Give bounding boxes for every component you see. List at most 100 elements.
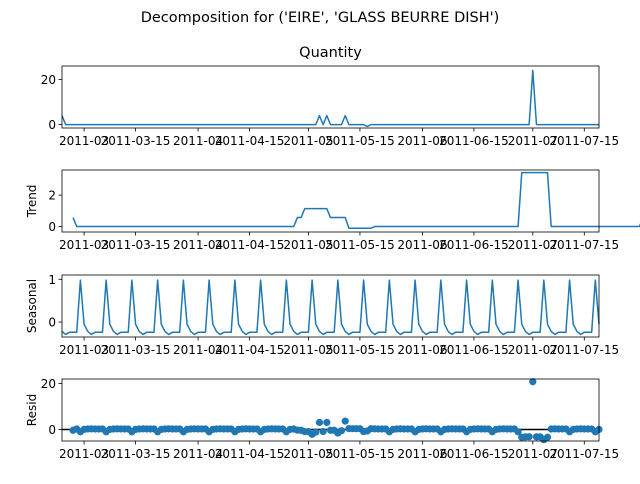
trend-xtick: 2011-07 [508,232,558,252]
observed-line [61,69,599,128]
observed-xtick: 2011-07-15 [549,128,619,148]
observed-xtick: 2011-04 [173,128,223,148]
trend-ytick: 2 [48,189,62,203]
trend-xtick: 2011-05-15 [325,232,395,252]
resid-xtick: 2011-06 [397,441,448,461]
trend-xtick: 2011-07-15 [549,232,619,252]
trend-xtick-label: 2011-03-15 [101,238,171,252]
observed-xtick: 2011-05-15 [325,128,395,148]
trend-xtick-label: 2011-04 [173,238,223,252]
resid-xtick-label: 2011-07 [508,447,558,461]
seasonal-xtick: 2011-07 [508,337,558,357]
resid-point [315,418,324,427]
seasonal-ytick: 1 [48,273,62,287]
trend-xtick-label: 2011-04-15 [215,238,285,252]
resid-xtick-label: 2011-05-15 [325,447,395,461]
seasonal-ylabel: Seasonal [25,279,39,333]
observed-xtick: 2011-06 [397,128,448,148]
resid-point [323,418,331,426]
observed-xtick: 2011-03 [59,128,109,148]
seasonal-xtick-label: 2011-05 [283,343,333,357]
trend-xtick-label: 2011-06 [397,238,447,252]
resid-point [312,428,320,436]
seasonal-xtick: 2011-05-15 [325,337,395,357]
resid-xtick: 2011-06-15 [439,441,509,461]
resid-point [341,417,349,425]
seasonal-xtick: 2011-04 [173,337,223,357]
seasonal-xtick-label: 2011-04 [173,343,223,357]
observed-axes-frame [61,65,600,129]
seasonal-line [61,279,600,336]
trend-xtick: 2011-06 [397,232,448,252]
resid-xtick: 2011-03 [59,441,109,461]
seasonal-xtick-label: 2011-03 [59,343,109,357]
seasonal-xtick: 2011-06 [397,337,448,357]
resid-point [337,427,346,435]
resid-ytick-label: 20 [41,377,56,391]
trend-xtick-label: 2011-07 [508,238,558,252]
trend-xtick: 2011-04-15 [215,232,285,252]
observed-xtick-label: 2011-06-15 [439,134,509,148]
trend-axes-frame [61,169,600,233]
observed-ytick: 0 [48,118,62,132]
seasonal-xtick-label: 2011-04-15 [215,343,285,357]
seasonal-xtick: 2011-04-15 [215,337,285,357]
resid-point [525,433,533,441]
seasonal-ytick-label: 1 [48,273,56,287]
observed-xtick-label: 2011-04-15 [215,134,285,148]
resid-xtick-label: 2011-04 [173,447,223,461]
seasonal-xtick-label: 2011-06 [397,343,447,357]
trend-xtick: 2011-03 [59,232,109,252]
seasonal-xtick-label: 2011-03-15 [101,343,171,357]
resid-xtick-label: 2011-05 [283,447,333,461]
resid-xtick: 2011-03-15 [101,441,171,461]
trend-xtick-label: 2011-06-15 [439,238,509,252]
resid-ytick: 20 [41,377,62,391]
observed-ytick-label: 20 [41,73,56,87]
trend-xtick: 2011-05 [283,232,334,252]
seasonal-xtick-label: 2011-05-15 [325,343,395,357]
observed-xtick-label: 2011-07-15 [549,134,619,148]
figure-title: Decomposition for ('EIRE', 'GLASS BEURRE… [141,10,500,26]
observed-xtick: 2011-03-15 [101,128,171,148]
resid-xtick-label: 2011-03 [59,447,109,461]
trend-xtick: 2011-03-15 [101,232,171,252]
resid-axes-frame [61,378,600,442]
observed-xtick-label: 2011-03 [59,134,109,148]
trend-xtick-label: 2011-05 [283,238,333,252]
observed-xtick-label: 2011-05 [283,134,333,148]
observed-xtick-label: 2011-03-15 [101,134,171,148]
observed-ytick: 20 [41,73,62,87]
resid-point [529,378,537,386]
trend-ytick: 0 [48,220,62,234]
seasonal-xtick: 2011-03-15 [101,337,171,357]
trend-ytick-label: 2 [48,189,56,203]
trend-xtick-label: 2011-05-15 [325,238,395,252]
resid-xtick-label: 2011-06 [397,447,447,461]
resid-ytick: 0 [48,423,62,437]
observed-xtick-label: 2011-05-15 [325,134,395,148]
seasonal-xtick: 2011-06-15 [439,337,509,357]
observed-xtick: 2011-07 [508,128,558,148]
observed-xtick: 2011-05 [283,128,334,148]
seasonal-axes-frame [61,274,600,338]
observed-panel-title: Quantity [299,45,362,61]
resid-xtick: 2011-04-15 [215,441,284,461]
seasonal-xtick-label: 2011-06-15 [439,343,509,357]
observed-xtick-label: 2011-04 [173,134,223,148]
trend-line [72,171,640,229]
resid-point [514,428,522,436]
seasonal-xtick: 2011-05 [283,337,334,357]
resid-ytick-label: 0 [48,423,56,437]
observed-xtick: 2011-04-15 [215,128,285,148]
resid-xtick-label: 2011-06-15 [439,447,509,461]
resid-xtick-label: 2011-03-15 [101,447,171,461]
trend-xtick: 2011-04 [173,232,223,252]
observed-xtick-label: 2011-06 [397,134,447,148]
observed-ytick-label: 0 [48,118,56,132]
resid-point [543,433,552,441]
